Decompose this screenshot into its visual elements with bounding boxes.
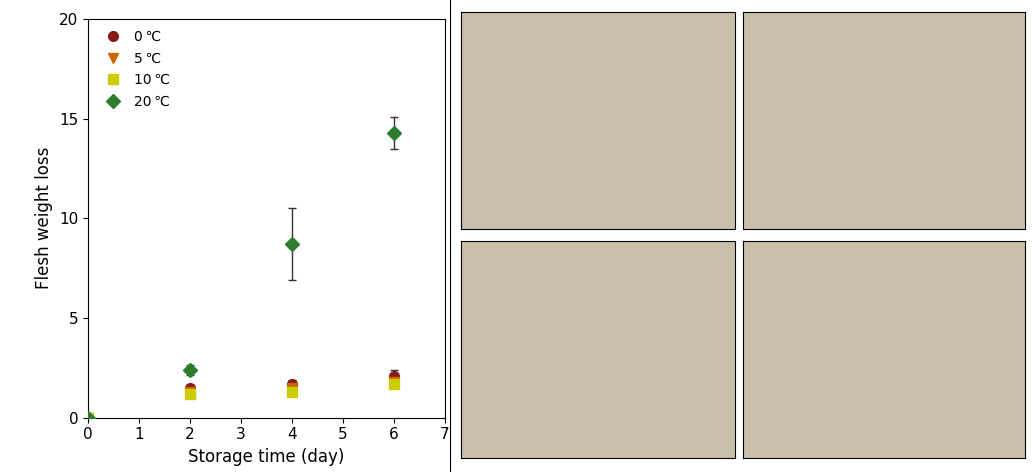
Legend: 0 ℃, 5 ℃, 10 ℃, 20 ℃: 0 ℃, 5 ℃, 10 ℃, 20 ℃ [95,26,174,113]
Y-axis label: Flesh weight loss: Flesh weight loss [35,147,54,289]
X-axis label: Storage time (day): Storage time (day) [188,448,345,466]
